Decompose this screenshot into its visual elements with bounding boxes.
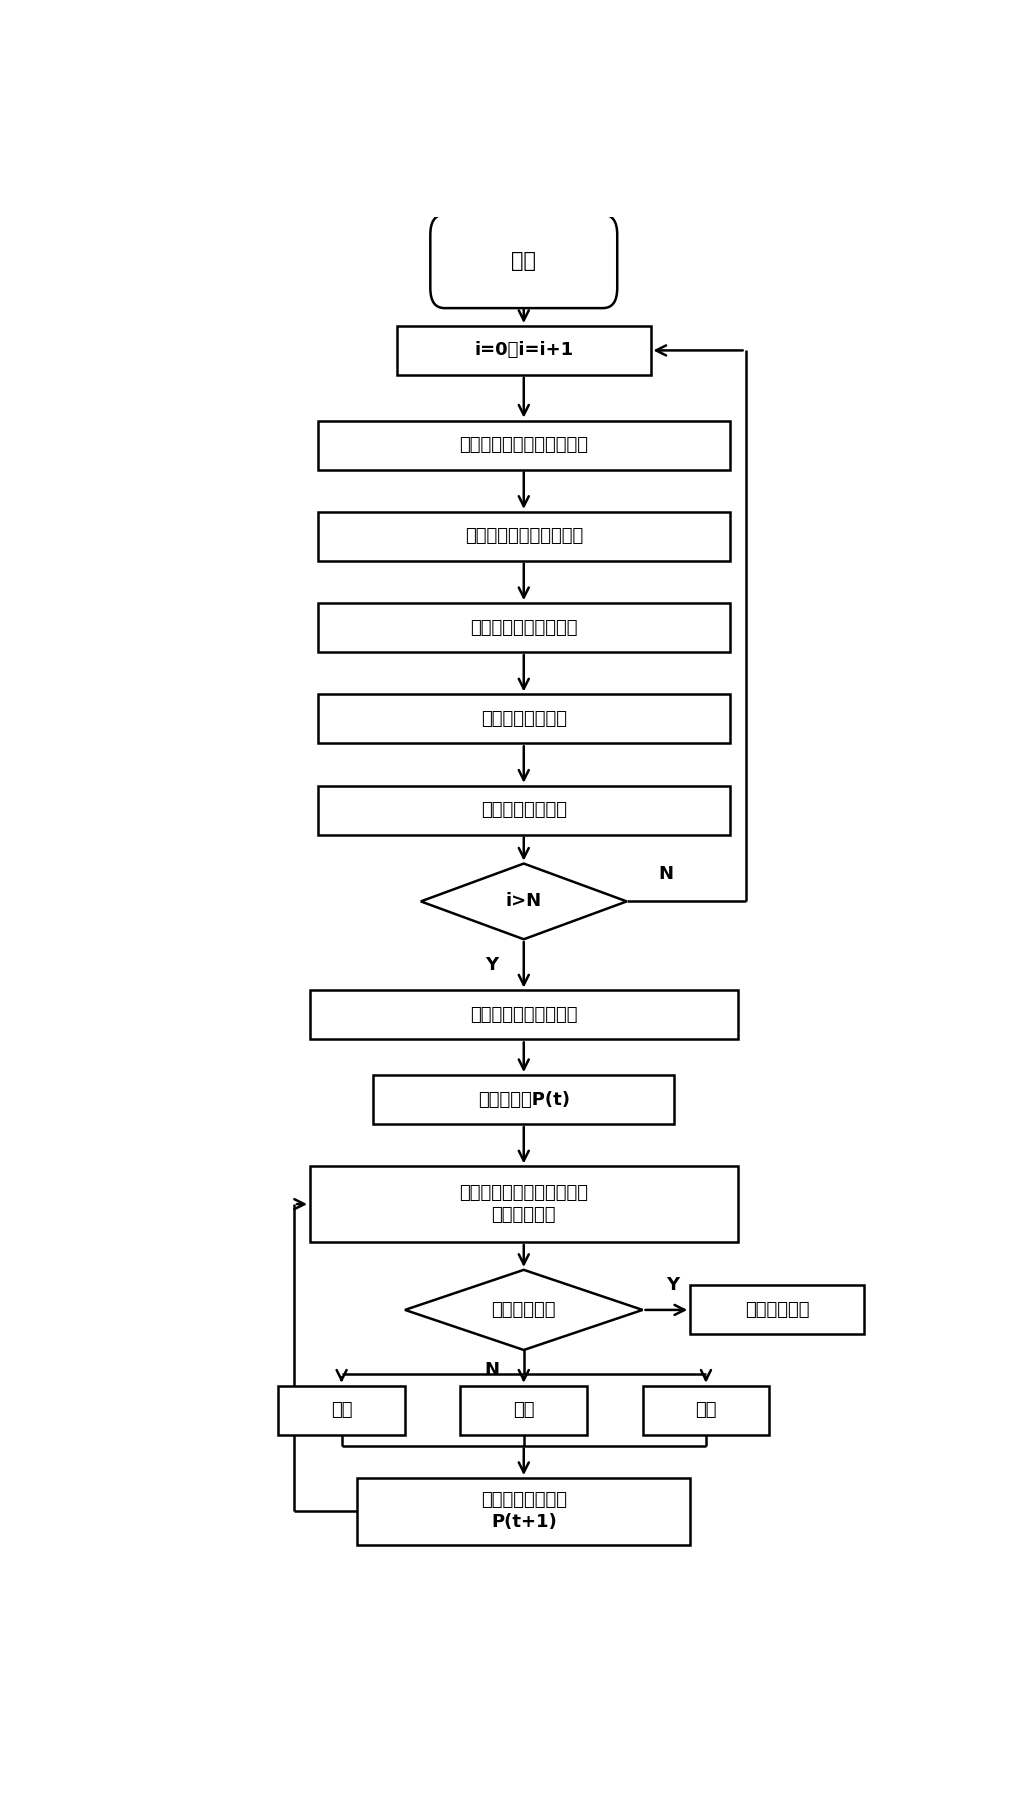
FancyBboxPatch shape bbox=[318, 421, 730, 470]
FancyBboxPatch shape bbox=[318, 694, 730, 743]
Text: 选择: 选择 bbox=[331, 1400, 353, 1418]
Text: i=0，i=i+1: i=0，i=i+1 bbox=[474, 342, 573, 360]
FancyBboxPatch shape bbox=[318, 786, 730, 835]
Text: 抽取电动汽车起始充电时间: 抽取电动汽车起始充电时间 bbox=[459, 435, 589, 454]
FancyBboxPatch shape bbox=[318, 604, 730, 652]
FancyBboxPatch shape bbox=[373, 1075, 675, 1124]
Text: Y: Y bbox=[666, 1276, 680, 1294]
Text: 开始: 开始 bbox=[511, 251, 537, 271]
Text: 产生新一代的种群
P(t+1): 产生新一代的种群 P(t+1) bbox=[480, 1491, 567, 1532]
Text: 变异: 变异 bbox=[695, 1400, 716, 1418]
FancyBboxPatch shape bbox=[310, 990, 738, 1039]
Text: 输出最优结果: 输出最优结果 bbox=[745, 1301, 809, 1319]
FancyBboxPatch shape bbox=[460, 1386, 587, 1435]
FancyBboxPatch shape bbox=[643, 1386, 770, 1435]
Text: i>N: i>N bbox=[506, 893, 542, 911]
Text: 计算日负荷总功率需求: 计算日负荷总功率需求 bbox=[470, 1006, 577, 1025]
Text: 根据目标函数和约束条件计
算适应度函数: 根据目标函数和约束条件计 算适应度函数 bbox=[459, 1184, 589, 1225]
Text: 初始化种群P(t): 初始化种群P(t) bbox=[477, 1091, 570, 1108]
Text: N: N bbox=[484, 1361, 500, 1379]
FancyBboxPatch shape bbox=[358, 1478, 690, 1545]
Text: N: N bbox=[658, 864, 673, 882]
Text: 累计充电负荷曲线: 累计充电负荷曲线 bbox=[480, 710, 567, 728]
Text: 随机接入充电节点: 随机接入充电节点 bbox=[480, 801, 567, 819]
FancyBboxPatch shape bbox=[310, 1166, 738, 1241]
Text: 抽取电动汽车日行驾里程: 抽取电动汽车日行驾里程 bbox=[465, 528, 583, 546]
Text: 计算电动汽车充电时长: 计算电动汽车充电时长 bbox=[470, 618, 577, 636]
Text: 交叉: 交叉 bbox=[513, 1400, 535, 1418]
FancyBboxPatch shape bbox=[397, 325, 650, 374]
FancyBboxPatch shape bbox=[278, 1386, 405, 1435]
FancyBboxPatch shape bbox=[690, 1285, 865, 1334]
Polygon shape bbox=[421, 864, 626, 940]
FancyBboxPatch shape bbox=[430, 215, 617, 309]
Polygon shape bbox=[405, 1270, 643, 1350]
FancyBboxPatch shape bbox=[318, 511, 730, 560]
Text: Y: Y bbox=[485, 956, 499, 974]
Text: 满足精度要求: 满足精度要求 bbox=[492, 1301, 556, 1319]
